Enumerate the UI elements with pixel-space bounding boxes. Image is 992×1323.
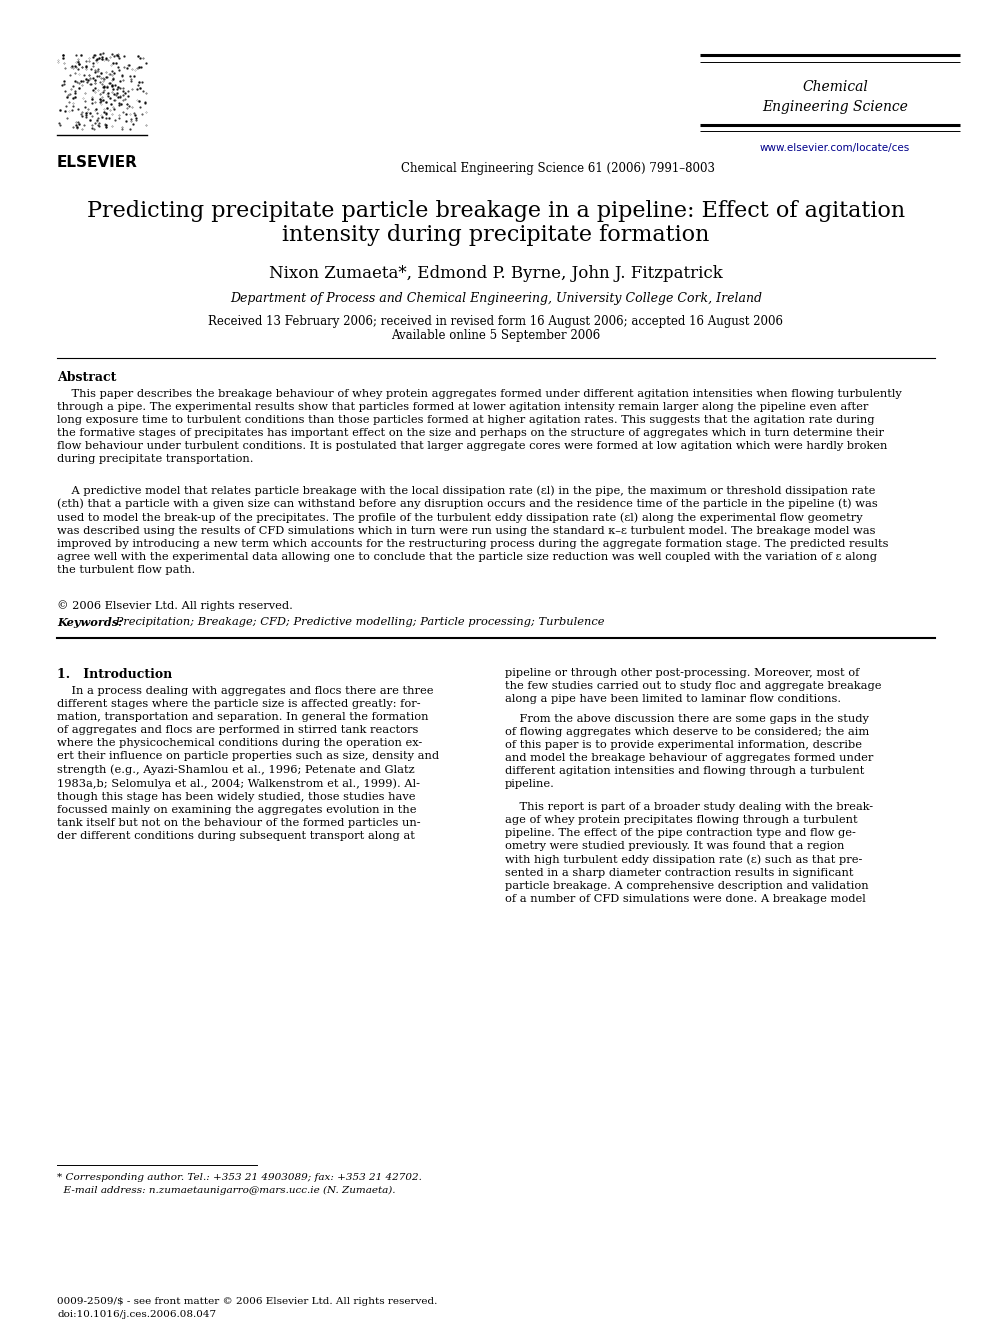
Text: In a process dealing with aggregates and flocs there are three
different stages : In a process dealing with aggregates and… <box>57 687 439 841</box>
Text: doi:10.1016/j.ces.2006.08.047: doi:10.1016/j.ces.2006.08.047 <box>57 1310 216 1319</box>
Text: * Corresponding author. Tel.: +353 21 4903089; fax: +353 21 42702.: * Corresponding author. Tel.: +353 21 49… <box>57 1174 422 1181</box>
Text: Available online 5 September 2006: Available online 5 September 2006 <box>392 329 600 343</box>
Text: pipeline or through other post-processing. Moreover, most of
the few studies car: pipeline or through other post-processin… <box>505 668 882 704</box>
Text: © 2006 Elsevier Ltd. All rights reserved.: © 2006 Elsevier Ltd. All rights reserved… <box>57 601 293 611</box>
Text: 0009-2509/$ - see front matter © 2006 Elsevier Ltd. All rights reserved.: 0009-2509/$ - see front matter © 2006 El… <box>57 1297 437 1306</box>
Text: Engineering Science: Engineering Science <box>762 101 908 114</box>
Text: Keywords:: Keywords: <box>57 617 122 628</box>
Text: Nixon Zumaeta*, Edmond P. Byrne, John J. Fitzpatrick: Nixon Zumaeta*, Edmond P. Byrne, John J.… <box>269 265 723 282</box>
Text: This paper describes the breakage behaviour of whey protein aggregates formed un: This paper describes the breakage behavi… <box>57 389 902 464</box>
Text: Abstract: Abstract <box>57 370 116 384</box>
Text: E-mail address: n.zumaetaunigarro@mars.ucc.ie (N. Zumaeta).: E-mail address: n.zumaetaunigarro@mars.u… <box>57 1185 396 1195</box>
Text: A predictive model that relates particle breakage with the local dissipation rat: A predictive model that relates particle… <box>57 486 889 576</box>
Text: 1.   Introduction: 1. Introduction <box>57 668 173 681</box>
Text: Received 13 February 2006; received in revised form 16 August 2006; accepted 16 : Received 13 February 2006; received in r… <box>208 315 784 328</box>
Text: Department of Process and Chemical Engineering, University College Cork, Ireland: Department of Process and Chemical Engin… <box>230 292 762 306</box>
Text: Chemical: Chemical <box>803 79 868 94</box>
Text: Precipitation; Breakage; CFD; Predictive modelling; Particle processing; Turbule: Precipitation; Breakage; CFD; Predictive… <box>112 617 604 627</box>
Text: Predicting precipitate particle breakage in a pipeline: Effect of agitation: Predicting precipitate particle breakage… <box>87 200 905 222</box>
Text: www.elsevier.com/locate/ces: www.elsevier.com/locate/ces <box>760 143 910 153</box>
Text: From the above discussion there are some gaps in the study
of flowing aggregates: From the above discussion there are some… <box>505 714 873 790</box>
Text: intensity during precipitate formation: intensity during precipitate formation <box>283 224 709 246</box>
Text: Chemical Engineering Science 61 (2006) 7991–8003: Chemical Engineering Science 61 (2006) 7… <box>401 161 715 175</box>
Bar <box>57 45 147 146</box>
Text: This report is part of a broader study dealing with the break-
age of whey prote: This report is part of a broader study d… <box>505 802 873 904</box>
Text: ELSEVIER: ELSEVIER <box>57 155 138 169</box>
